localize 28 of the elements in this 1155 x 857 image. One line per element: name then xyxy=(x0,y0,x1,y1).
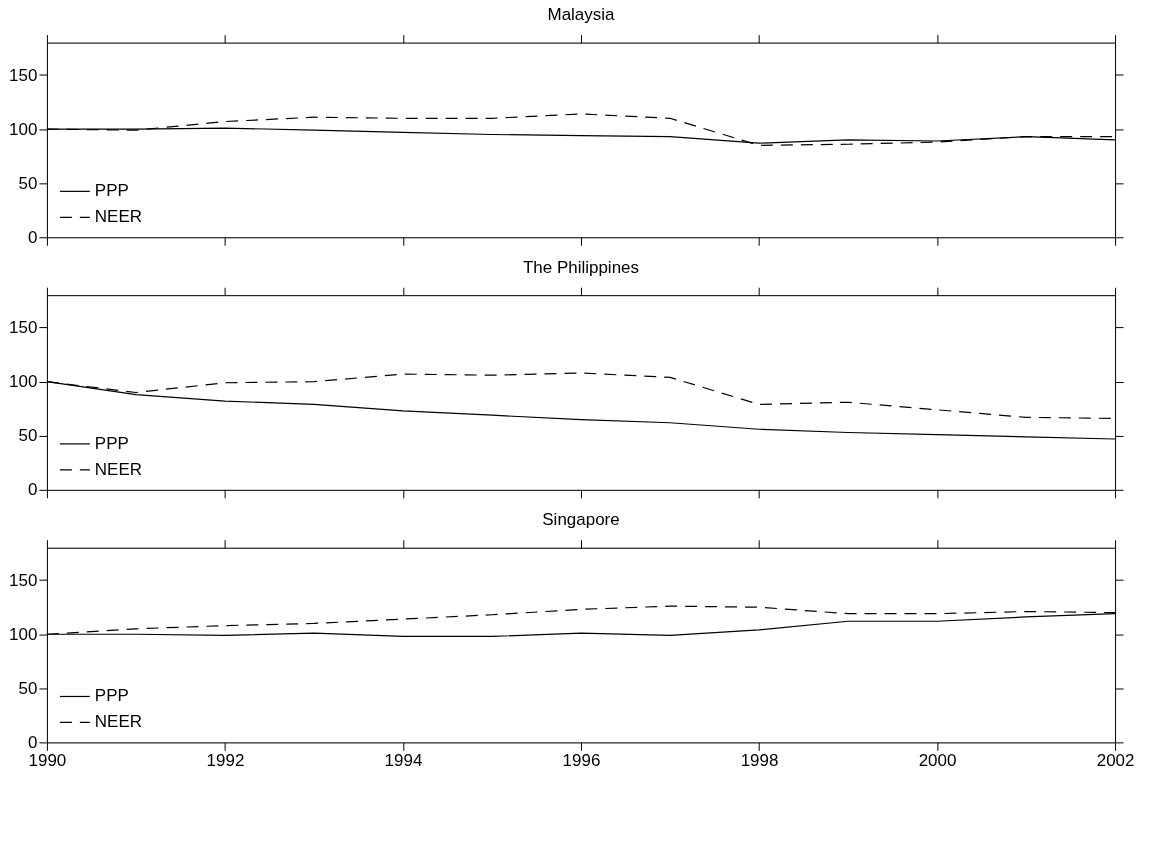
y-tick-label: 0 xyxy=(28,227,38,247)
legend-label: NEER xyxy=(94,712,142,732)
chart-title: The Philippines xyxy=(522,257,640,277)
legend-label: PPP xyxy=(94,181,129,201)
y-tick-label: 100 xyxy=(9,372,38,392)
y-tick-label: 150 xyxy=(9,65,38,85)
legend-label: NEER xyxy=(94,207,142,227)
y-tick-label: 150 xyxy=(9,570,38,590)
x-tick-label: 1994 xyxy=(384,750,423,770)
x-tick-label: 2002 xyxy=(1096,750,1135,770)
x-tick-label: 1992 xyxy=(206,750,245,770)
x-tick-label: 2000 xyxy=(918,750,957,770)
x-tick-label: 1998 xyxy=(740,750,779,770)
y-tick-label: 50 xyxy=(18,426,38,446)
legend-label: PPP xyxy=(94,433,129,453)
x-tick-label: 1990 xyxy=(28,750,67,770)
chart-title: Singapore xyxy=(542,510,620,530)
y-tick-label: 0 xyxy=(28,732,38,752)
legend-label: NEER xyxy=(94,459,142,479)
chart-title: Malaysia xyxy=(547,5,616,25)
y-tick-label: 100 xyxy=(9,119,38,139)
y-tick-label: 50 xyxy=(18,678,38,698)
x-tick-label: 1996 xyxy=(562,750,601,770)
y-tick-label: 50 xyxy=(18,173,38,193)
y-tick-label: 150 xyxy=(9,318,38,338)
y-tick-label: 0 xyxy=(28,480,38,500)
y-tick-label: 100 xyxy=(9,624,38,644)
legend-label: PPP xyxy=(94,686,129,706)
